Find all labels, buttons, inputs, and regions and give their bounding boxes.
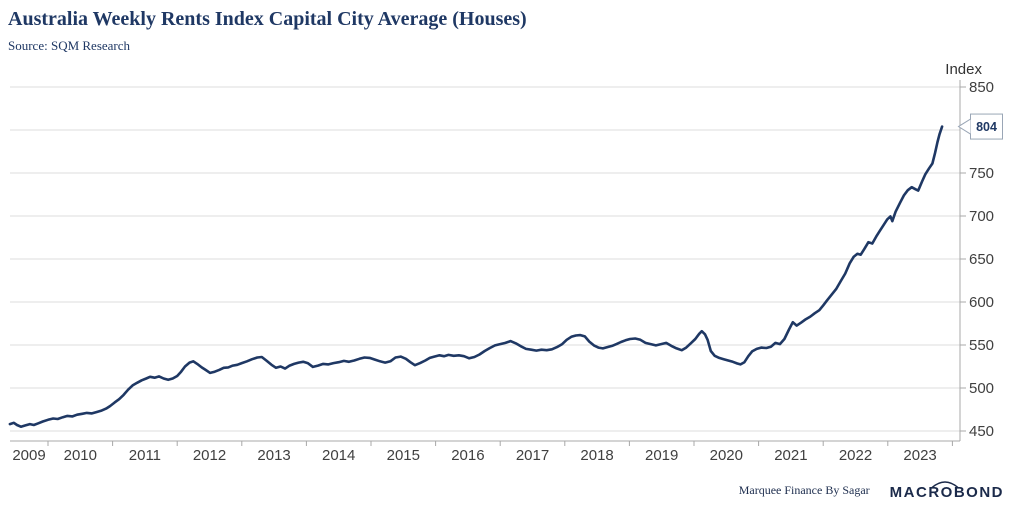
y-axis-title: Index (945, 61, 982, 78)
x-tick-label: 2015 (387, 447, 420, 464)
source-note: Source: SQM Research (8, 38, 131, 53)
callout-pointer-edge (957, 118, 971, 135)
x-tick-label: 2023 (903, 447, 936, 464)
y-tick-label: 850 (969, 79, 994, 96)
x-tick-label: 2014 (322, 447, 355, 464)
x-tick-label: 2009 (12, 447, 45, 464)
x-tick-label: 2016 (451, 447, 484, 464)
y-tick-label: 600 (969, 294, 994, 311)
footer: Marquee Finance By Sagar MACROBOND (739, 481, 1004, 500)
y-tick-label: 500 (969, 380, 994, 397)
y-tick-label: 450 (969, 423, 994, 440)
latest-value-callout (970, 113, 1003, 140)
series-line (8, 125, 944, 428)
callout-pointer (958, 119, 971, 135)
x-tick-label: 2010 (64, 447, 97, 464)
x-tick-label: 2022 (839, 447, 872, 464)
macrobond-logo: MACROBOND (890, 481, 1004, 500)
macrobond-orbit-icon (931, 481, 959, 488)
x-tick-label: 2017 (516, 447, 549, 464)
x-tick-label: 2020 (710, 447, 743, 464)
x-tick-label: 2019 (645, 447, 678, 464)
y-tick-label: 650 (969, 251, 994, 268)
x-tick-label: 2011 (129, 447, 161, 464)
y-tick-label: 750 (969, 165, 994, 182)
macrobond-logo-text: MACROBOND (889, 484, 1004, 501)
x-tick-label: 2012 (193, 447, 226, 464)
x-tick-label: 2018 (580, 447, 613, 464)
x-tick-label: 2013 (257, 447, 290, 464)
x-tick-label: 2021 (774, 447, 807, 464)
page-title: Australia Weekly Rents Index Capital Cit… (8, 8, 527, 30)
y-tick-label: 700 (969, 208, 994, 225)
y-tick-label: 550 (969, 337, 994, 354)
branding-text: Marquee Finance By Sagar (738, 483, 870, 497)
latest-value-label: 804 (976, 120, 997, 134)
